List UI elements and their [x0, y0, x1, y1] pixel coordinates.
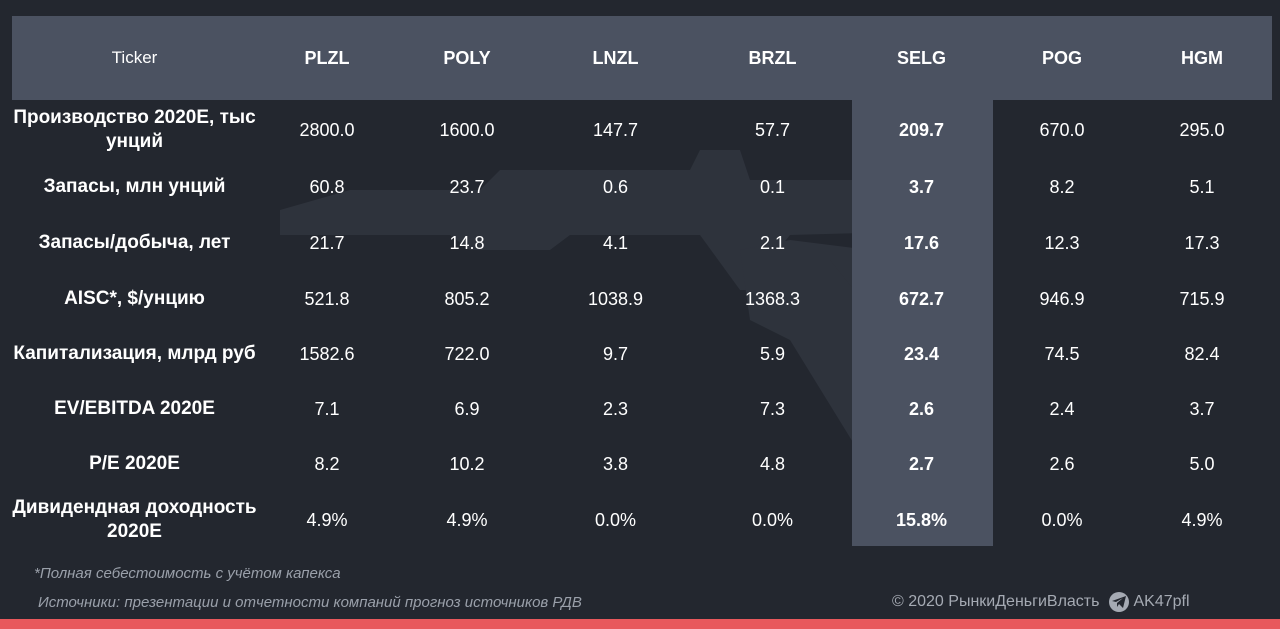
cell-value: 4.9%	[1181, 509, 1223, 530]
header-ticker: Ticker	[111, 48, 158, 67]
cell-value: 4.9%	[446, 509, 488, 530]
table-row: Запасы, млн унций 60.8 23.7 0.6 0.1 3.7 …	[12, 160, 1272, 214]
cell-value: 670.0	[1039, 119, 1085, 140]
cell-value: 147.7	[592, 119, 639, 140]
table-row: EV/EBITDA 2020E 7.1 6.9 2.3 7.3 2.6 2.4 …	[12, 382, 1272, 436]
table-row: Дивидендная доходность 2020E 4.9% 4.9% 0…	[12, 492, 1272, 548]
telegram-handle-text: AK47pfl	[1133, 593, 1190, 610]
header-poly: POLY	[443, 47, 491, 68]
row-label: EV/EBITDA 2020E	[54, 398, 215, 419]
table-header-band	[12, 16, 1272, 100]
row-label: Производство 2020E, тыс унций	[13, 107, 256, 152]
row-label: Капитализация, млрд руб	[13, 343, 256, 364]
cell-value-highlight: 15.8%	[895, 509, 948, 530]
cell-value-highlight: 23.4	[903, 343, 940, 364]
cell-value: 2.6	[1049, 453, 1075, 474]
cell-value: 82.4	[1184, 343, 1220, 364]
cell-value: 1038.9	[587, 288, 644, 309]
cell-value: 0.1	[759, 176, 786, 197]
telegram-handle[interactable]: AK47pfl	[1109, 592, 1190, 612]
cell-value: 21.7	[309, 232, 345, 253]
comparison-table: Ticker PLZL POLY LNZL BRZL SELG POG HGM …	[12, 16, 1272, 548]
table-header-row: Ticker PLZL POLY LNZL BRZL SELG POG HGM	[12, 16, 1272, 100]
cell-value: 1582.6	[299, 343, 355, 364]
cell-value-highlight: 2.7	[908, 453, 935, 474]
copyright-block: © 2020 РынкиДеньгиВласть AK47pfl	[892, 592, 1190, 612]
cell-value-highlight: 209.7	[898, 119, 945, 140]
header-lnzl: LNZL	[592, 47, 639, 68]
telegram-icon	[1109, 592, 1130, 612]
header-brzl: BRZL	[748, 47, 797, 68]
cell-value-highlight: 3.7	[908, 176, 935, 197]
cell-value: 12.3	[1044, 232, 1080, 253]
cell-value: 4.9%	[306, 509, 348, 530]
cell-value-highlight: 2.6	[908, 398, 935, 419]
table-row: Запасы/добыча, лет 21.7 14.8 4.1 2.1 17.…	[12, 214, 1272, 272]
sources-note: Источники: презентации и отчетности комп…	[38, 594, 582, 611]
row-label: Дивидендная доходность 2020E	[12, 497, 257, 542]
cell-value: 2.4	[1049, 398, 1075, 419]
table-row: AISC*, $/унцию 521.8 805.2 1038.9 1368.3…	[12, 272, 1272, 326]
row-label: AISC*, $/унцию	[64, 288, 205, 309]
cell-value: 23.7	[449, 176, 485, 197]
cell-value: 2.1	[759, 232, 786, 253]
cell-value: 0.0%	[1041, 509, 1083, 530]
cell-value: 60.8	[309, 176, 345, 197]
header-plzl: PLZL	[304, 47, 350, 68]
cell-value: 5.9	[759, 343, 786, 364]
table-row: P/E 2020E 8.2 10.2 3.8 4.8 2.7 2.6 5.0	[12, 436, 1272, 492]
row-label: Запасы, млн унций	[43, 176, 226, 197]
header-pog: POG	[1041, 47, 1082, 68]
cell-value-highlight: 672.7	[898, 288, 945, 309]
header-selg: SELG	[896, 47, 946, 68]
bottom-accent-bar	[0, 619, 1280, 629]
cell-value: 74.5	[1044, 343, 1080, 364]
cell-value: 4.8	[759, 453, 786, 474]
cell-value: 7.1	[314, 398, 340, 419]
footnote: *Полная себестоимость с учётом капекса	[34, 565, 341, 582]
cell-value: 57.7	[754, 119, 791, 140]
cell-value: 0.6	[602, 176, 629, 197]
cell-value: 2.3	[602, 398, 629, 419]
cell-value: 946.9	[1039, 288, 1085, 309]
cell-value: 0.0%	[751, 509, 794, 530]
cell-value-highlight: 17.6	[903, 232, 940, 253]
selg-highlight-column	[852, 100, 993, 546]
table-row: Производство 2020E, тыс унций 2800.0 160…	[12, 100, 1272, 160]
cell-value: 715.9	[1179, 288, 1225, 309]
cell-value: 4.1	[602, 232, 629, 253]
cell-value: 8.2	[314, 453, 340, 474]
cell-value: 722.0	[444, 343, 490, 364]
cell-value: 805.2	[444, 288, 490, 309]
cell-value: 0.0%	[594, 509, 637, 530]
cell-value: 14.8	[449, 232, 485, 253]
cell-value: 521.8	[304, 288, 350, 309]
cell-value: 2800.0	[299, 119, 355, 140]
cell-value: 10.2	[449, 453, 485, 474]
cell-value: 3.8	[602, 453, 629, 474]
row-label: P/E 2020E	[89, 453, 180, 474]
cell-value: 5.1	[1189, 176, 1215, 197]
cell-value: 9.7	[602, 343, 629, 364]
cell-value: 17.3	[1184, 232, 1220, 253]
row-label: Запасы/добыча, лет	[38, 232, 231, 253]
cell-value: 8.2	[1049, 176, 1075, 197]
cell-value: 6.9	[454, 398, 480, 419]
copyright-text: © 2020 РынкиДеньгиВласть	[892, 593, 1100, 610]
header-hgm: HGM	[1181, 47, 1223, 68]
cell-value: 1368.3	[744, 288, 801, 309]
cell-value: 3.7	[1189, 398, 1215, 419]
cell-value: 5.0	[1189, 453, 1215, 474]
cell-value: 295.0	[1179, 119, 1225, 140]
table-row: Капитализация, млрд руб 1582.6 722.0 9.7…	[12, 326, 1272, 382]
cell-value: 1600.0	[439, 119, 495, 140]
cell-value: 7.3	[759, 398, 786, 419]
